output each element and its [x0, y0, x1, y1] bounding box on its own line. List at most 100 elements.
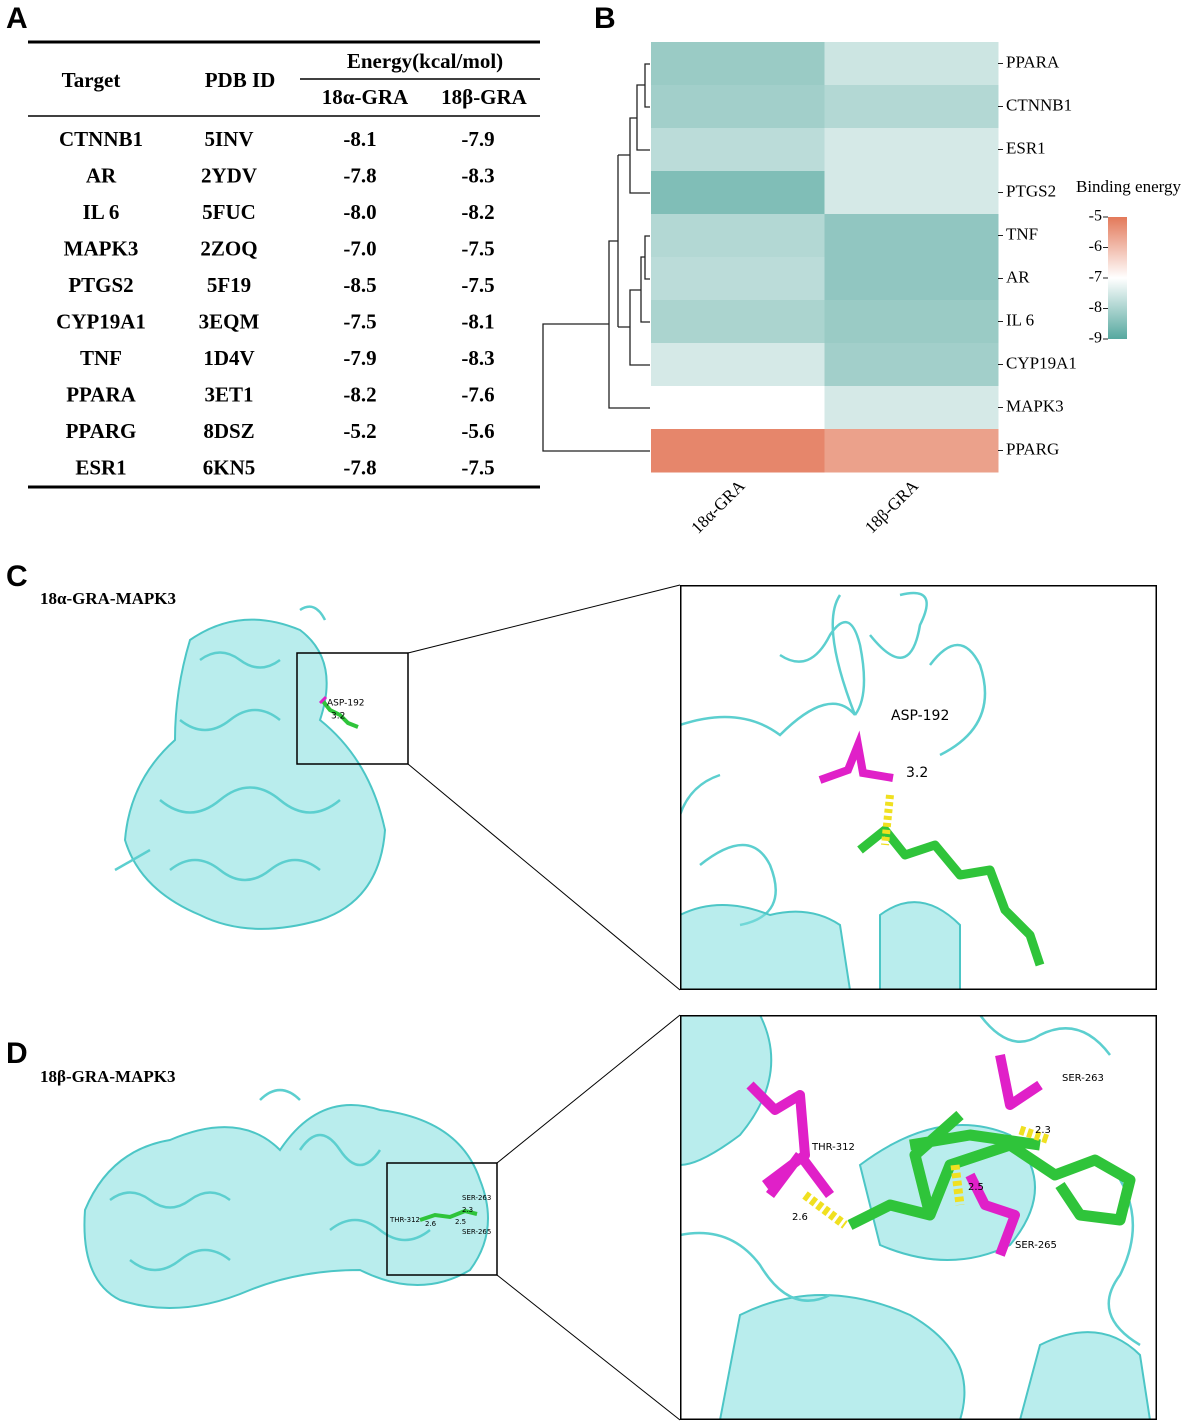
dendro-branch: [618, 63, 650, 194]
colorbar: [1108, 217, 1127, 339]
residue-label: THR-312: [389, 1216, 420, 1224]
table-cell: -7.5: [343, 309, 376, 333]
residue-label: SER-265: [462, 1228, 491, 1236]
table-cell: PPARG: [66, 419, 137, 443]
heat-cell: [824, 42, 999, 86]
distance-label: 2.6: [425, 1220, 437, 1228]
panel-title: 18β-GRA-MAPK3: [40, 1067, 176, 1086]
colorbar-tick-label: -5: [1089, 208, 1102, 225]
protein-surface: [123, 618, 387, 930]
dendro-branch: [618, 235, 650, 366]
header-cell: PDB ID: [205, 68, 276, 92]
protein-coil: [109, 1088, 431, 1272]
table-cell: ESR1: [75, 455, 126, 479]
distance-label: 2.5: [455, 1218, 466, 1226]
table-cell: 3EQM: [199, 309, 260, 333]
heat-cell: [651, 257, 825, 301]
row-label: MAPK3: [1006, 396, 1064, 415]
heat-cell: [824, 214, 999, 258]
heat-cell: [651, 386, 825, 430]
colorbar-tick-label: -9: [1089, 330, 1102, 347]
table-cell: -8.3: [461, 163, 494, 187]
connector: [496, 1274, 681, 1421]
row-label: PTGS2: [1006, 181, 1056, 200]
table-cell: 2YDV: [201, 163, 257, 187]
heat-cell: [824, 128, 999, 172]
heat-cell: [651, 128, 825, 172]
zoom-view: ASP-192 3.2: [680, 585, 1157, 990]
table-cell: -8.2: [343, 382, 376, 406]
table-cell: -5.2: [343, 419, 376, 443]
protein-helix: [680, 901, 961, 990]
residue-label: ASP-192: [891, 708, 949, 724]
table-cell: -8.2: [461, 200, 494, 224]
table-cell: -8.3: [461, 346, 494, 370]
table-cell: 8DSZ: [203, 419, 254, 443]
connector: [407, 584, 681, 654]
table-cell: -7.5: [461, 236, 494, 260]
row-label: CYP19A1: [1006, 353, 1077, 372]
table-cell: CTNNB1: [59, 127, 143, 151]
table-cell: -8.0: [343, 200, 376, 224]
panel-label: D: [6, 1037, 28, 1070]
heat-cell: [824, 257, 999, 301]
residue: [318, 695, 328, 705]
distance-label: 3.2: [331, 712, 345, 722]
distance-label: 3.2: [906, 765, 928, 781]
residue-label: THR-312: [811, 1142, 855, 1153]
residue: [746, 1054, 1043, 1257]
row-label: ESR1: [1006, 138, 1046, 157]
connector: [407, 763, 681, 991]
table-cell: -8.5: [343, 273, 376, 297]
protein-helix: [680, 1015, 1152, 1420]
table-cell: 5INV: [204, 127, 253, 151]
ligand: [320, 698, 359, 729]
header-cell: Target: [62, 68, 121, 92]
header-cell: 18α-GRA: [322, 85, 409, 109]
header-cell: 18β-GRA: [441, 85, 528, 109]
ligand: [857, 825, 1045, 967]
frame: [680, 1015, 1157, 1420]
table-cell: -7.9: [343, 346, 376, 370]
zoom-view: THR-312 SER-263 SER-265 2.6 2.3 2.5: [680, 1015, 1157, 1420]
heat-cell: [824, 300, 999, 344]
protein-overview: THR-312 SER-263 SER-265 2.6 2.3 2.5: [83, 1088, 498, 1309]
column-label: 18α-GRA: [687, 476, 749, 538]
dendrogram: [542, 63, 650, 452]
heat-cell: [651, 85, 825, 129]
table: Target PDB ID Energy(kcal/mol) 18α-GRA 1…: [28, 40, 540, 489]
frame: [680, 585, 1157, 990]
table-cell: -7.5: [461, 455, 494, 479]
table-cell: -5.6: [461, 419, 494, 443]
table-cell: MAPK3: [64, 236, 139, 260]
ligand: [847, 1110, 1136, 1230]
table-cell: -7.6: [461, 382, 494, 406]
table-cell: TNF: [80, 346, 122, 370]
dendro-branch: [542, 155, 650, 452]
row-label: CTNNB1: [1006, 95, 1072, 114]
residue: [818, 730, 894, 784]
heat-cell: [651, 214, 825, 258]
distance-label: 2.3: [462, 1206, 473, 1214]
table-cell: -7.9: [461, 127, 494, 151]
row-label: TNF: [1006, 224, 1038, 243]
table-cell: 1D4V: [203, 346, 254, 370]
ligand: [419, 1208, 478, 1222]
residue-label: SER-265: [1015, 1240, 1057, 1251]
panel-label: A: [6, 2, 28, 35]
panel-label: C: [6, 560, 28, 593]
table-cell: 3ET1: [204, 382, 253, 406]
table-cell: -7.0: [343, 236, 376, 260]
table-cell: 5F19: [207, 273, 251, 297]
distance-label: 2.5: [968, 1182, 984, 1193]
heatmap: 18α-GRA 18β-GRA PPARA CTNNB1 ESR1 PTGS2 TNF AR I…: [651, 42, 1181, 537]
colorbar-tick-label: -6: [1089, 238, 1102, 255]
row-label: PPARG: [1006, 439, 1059, 458]
distance-label: 2.3: [1035, 1125, 1051, 1136]
table-cell: 6KN5: [203, 455, 256, 479]
table-cell: PTGS2: [68, 273, 133, 297]
distance-label: 2.6: [792, 1212, 808, 1223]
header-cell: Energy(kcal/mol): [347, 49, 503, 73]
